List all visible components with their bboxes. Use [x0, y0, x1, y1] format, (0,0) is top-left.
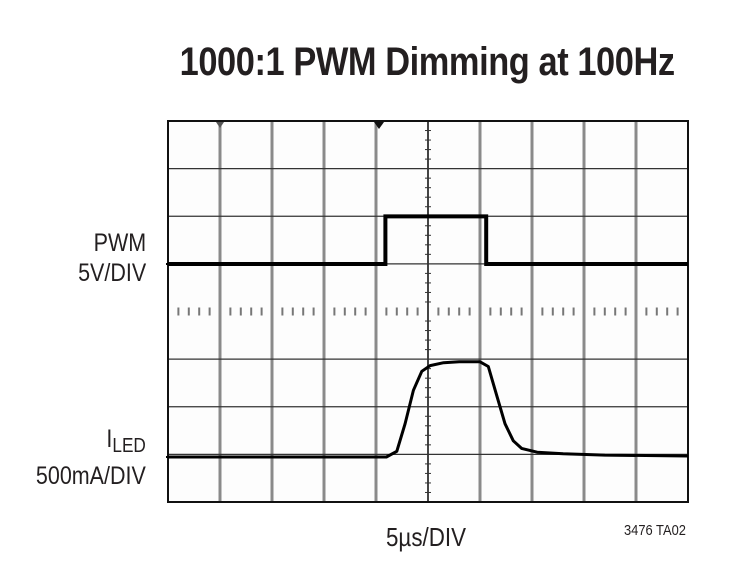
center-axis-ticks	[177, 130, 679, 493]
vertical-gridlines	[218, 121, 638, 502]
figure-id: 3476 TA02	[624, 522, 686, 539]
chart-title: 1000:1 PWM Dimming at 100Hz	[179, 40, 675, 84]
iled-name-subscript: LED	[112, 435, 146, 457]
iled-name-main: I	[106, 425, 113, 453]
plot-frame	[167, 120, 689, 503]
iled-channel-label: ILED 500mA/DIV	[36, 424, 146, 491]
trigger-marker-icon	[374, 122, 384, 129]
iled-channel-scale: 500mA/DIV	[36, 462, 146, 490]
trigger-marker-icon	[216, 122, 224, 128]
pwm-channel-scale: 5V/DIV	[77, 259, 146, 287]
x-axis-scale-label: 5µs/DIV	[386, 522, 466, 552]
pwm-channel-name: PWM	[93, 229, 146, 257]
pwm-channel-label: PWM 5V/DIV	[78, 228, 146, 288]
iled-channel-name: ILED	[36, 424, 146, 461]
iled-trace	[168, 360, 689, 459]
pwm-trace	[168, 214, 688, 266]
